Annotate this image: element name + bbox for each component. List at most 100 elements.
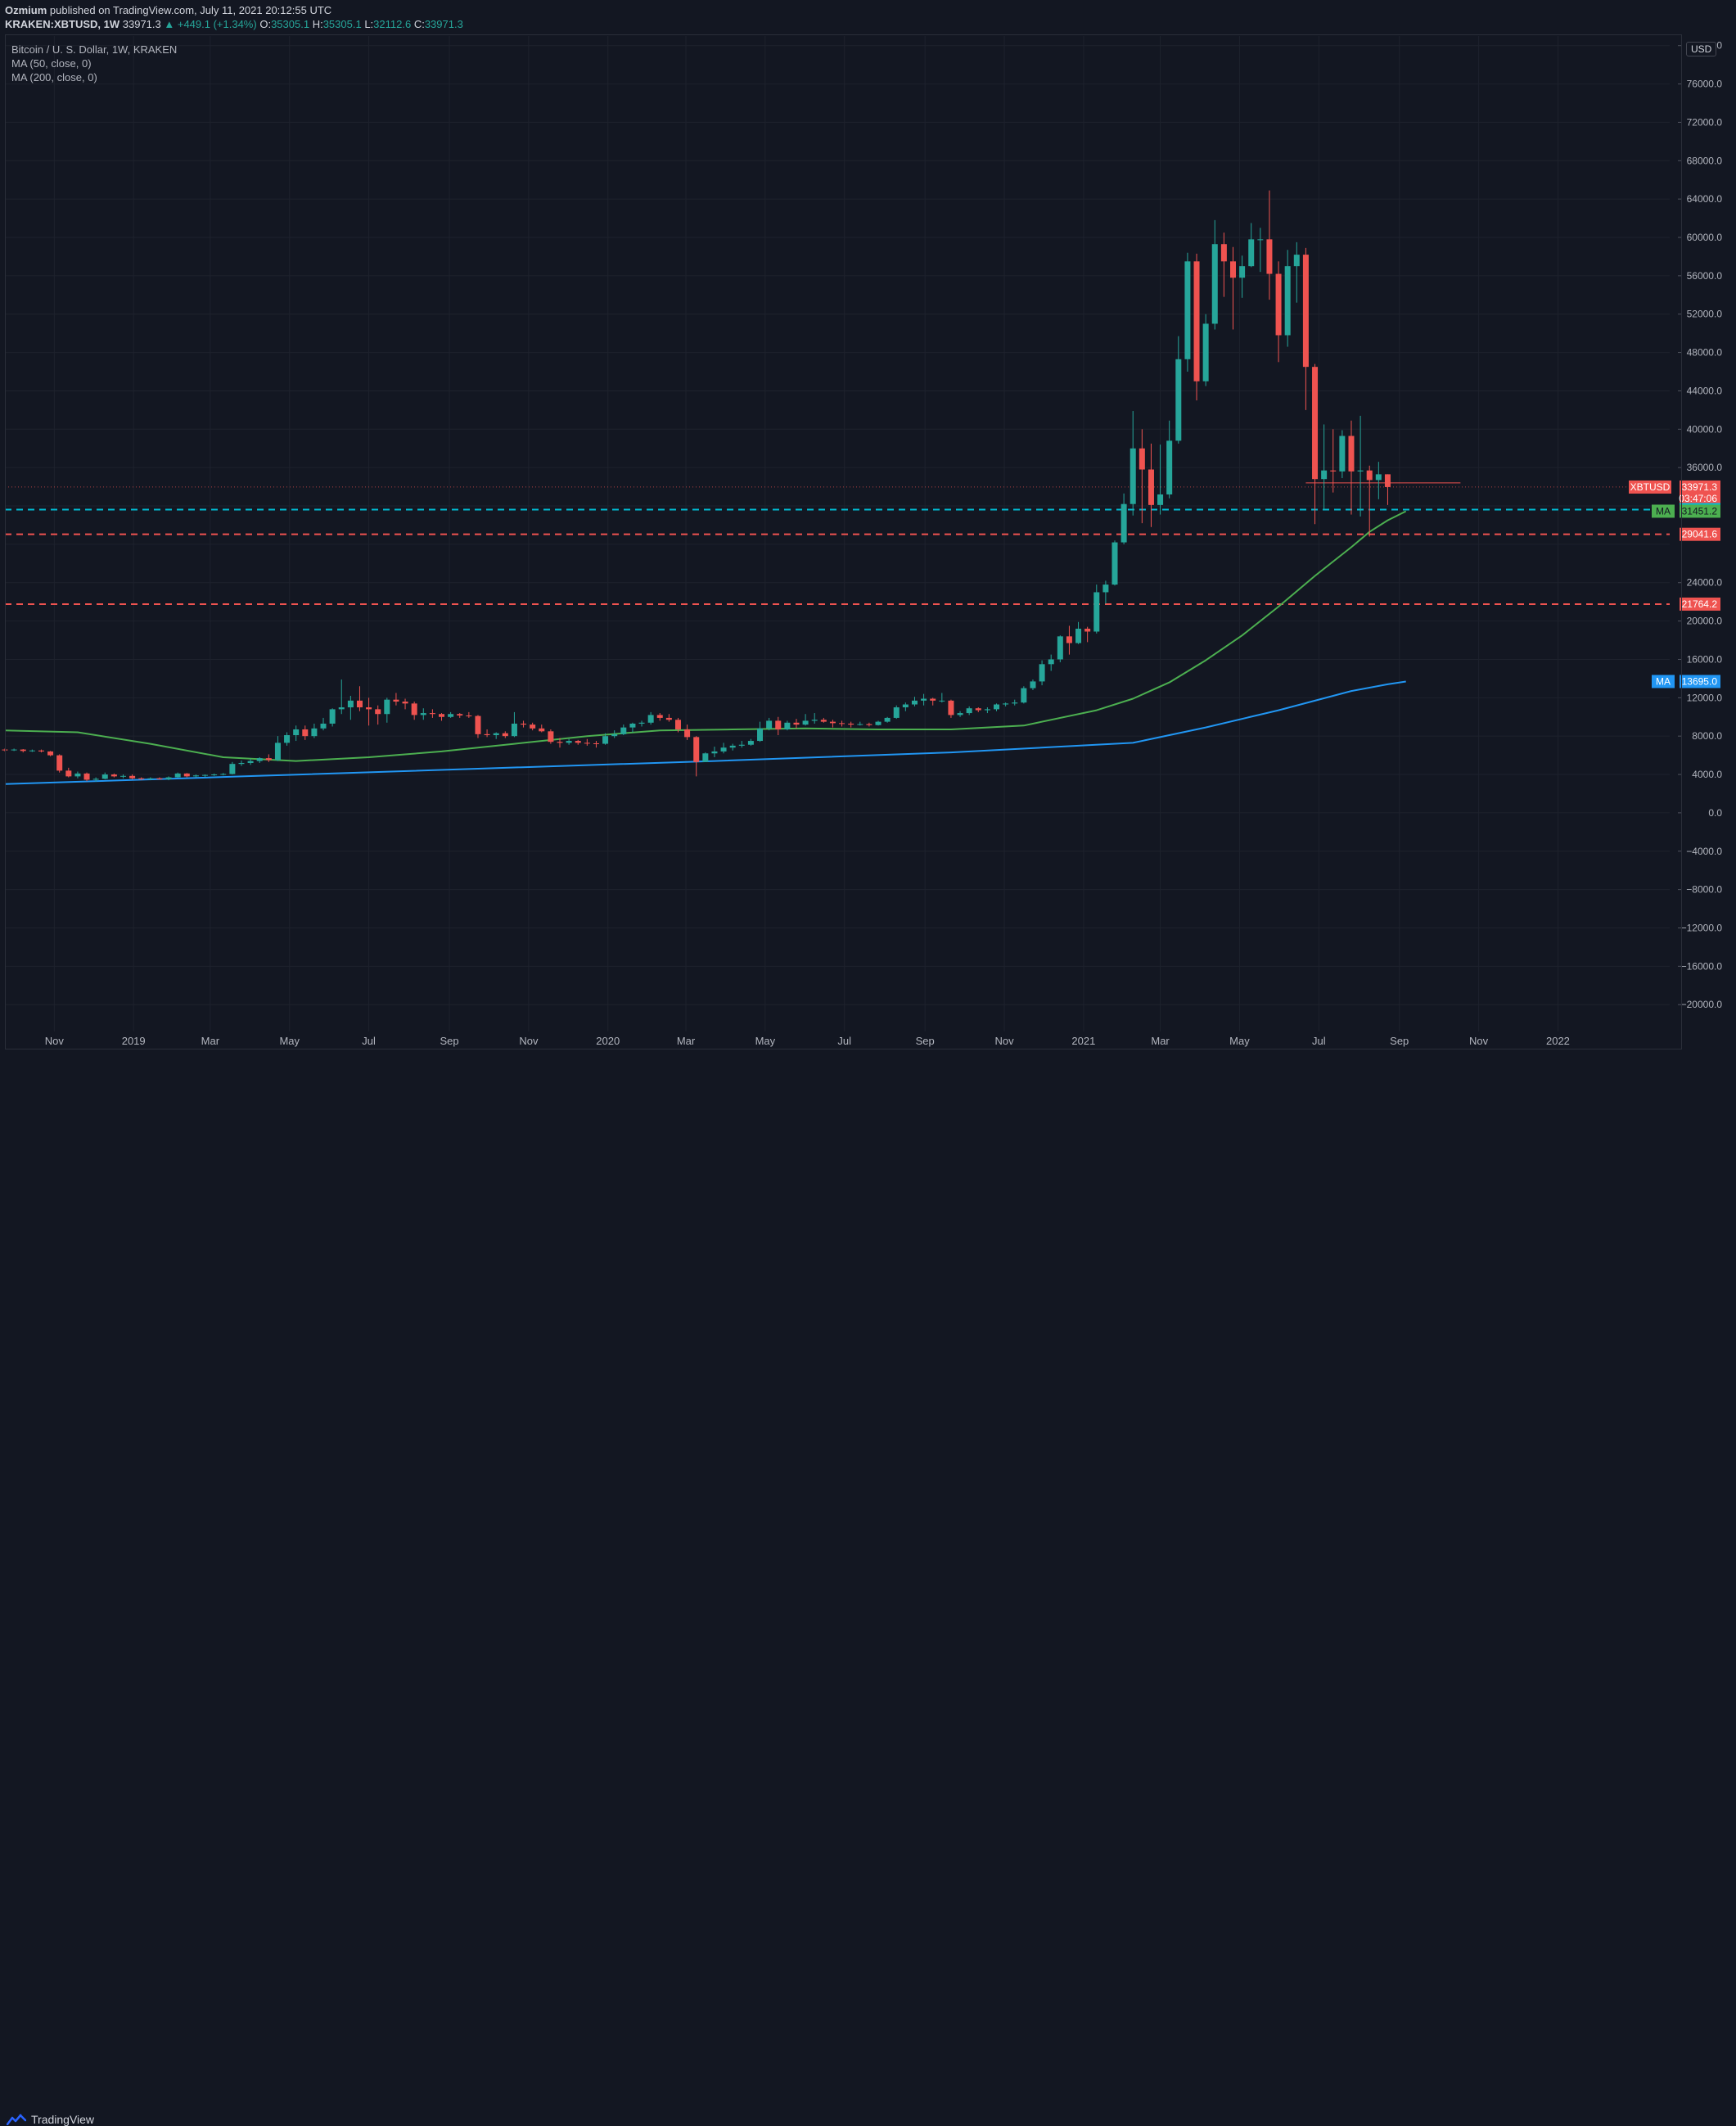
candle-body (1211, 244, 1218, 324)
candle-body (1075, 628, 1082, 643)
candle-body (884, 717, 891, 722)
y-tick-label: 76000.0 (1687, 79, 1723, 90)
candle-body (784, 722, 791, 729)
candle-body (975, 708, 981, 711)
ma50-badge-box (1680, 504, 1720, 518)
candle-body (693, 737, 700, 762)
candle-body (1312, 367, 1319, 480)
ohlc-line: KRAKEN:XBTUSD, 1W 33971.3 ▲ +449.1 (+1.3… (5, 18, 463, 30)
candle-body (802, 720, 809, 725)
ma200-badge-tag (1652, 675, 1675, 688)
candle-body (1121, 503, 1127, 543)
candle-body (757, 728, 764, 742)
candle-body (1048, 659, 1054, 665)
x-tick-label: Sep (1390, 1035, 1409, 1047)
level-21764-badge-value: 21764.2 (1682, 598, 1718, 610)
candle-body (83, 773, 90, 780)
candle-body (101, 774, 108, 779)
close-value: 33971.3 (424, 18, 463, 30)
candle-body (247, 761, 254, 763)
ma200-line (4, 680, 1406, 785)
chart-frame (5, 34, 1682, 1049)
candle-body (238, 762, 245, 765)
candle-body (1130, 448, 1136, 504)
candle-body (466, 715, 472, 716)
level-29041-badge-box (1680, 527, 1720, 541)
candle-body (829, 721, 836, 724)
candle-body (1111, 542, 1118, 585)
ma50-series (4, 510, 1407, 762)
candle-body (448, 714, 454, 717)
candle-body (548, 731, 554, 743)
currency-button[interactable]: USD (1686, 42, 1717, 56)
x-tick-label: Mar (201, 1035, 220, 1047)
candle-body (338, 707, 345, 710)
candle-body (656, 715, 663, 718)
candle-body (575, 741, 581, 743)
candle-body (356, 700, 363, 708)
candle-body (1257, 239, 1264, 241)
candle-body (402, 702, 408, 704)
candle-body (1375, 474, 1382, 481)
candle-body (211, 774, 218, 776)
candle-body (475, 715, 481, 734)
candle-body (74, 773, 81, 777)
legend-ma200[interactable]: MA (200, close, 0) (11, 71, 97, 84)
grid-lines (5, 36, 1670, 1031)
candle-body (229, 764, 236, 774)
candle-body (530, 724, 536, 729)
x-tick-label: Sep (440, 1035, 458, 1047)
candle-body (766, 720, 773, 729)
y-tick-label: 60000.0 (1687, 232, 1723, 243)
y-tick-label: 52000.0 (1687, 309, 1723, 320)
level-29041-badge-value: 29041.6 (1682, 529, 1718, 540)
legend-title[interactable]: Bitcoin / U. S. Dollar, 1W, KRAKEN (11, 43, 178, 56)
candle-body (994, 704, 1000, 710)
candle-body (684, 729, 691, 738)
last-price: 33971.3 (122, 18, 161, 30)
candle-body (665, 717, 672, 720)
candle-body (1166, 440, 1173, 494)
candle-body (56, 755, 63, 771)
candle-body (174, 773, 181, 778)
candles (2, 190, 1391, 782)
candle-body (183, 773, 190, 777)
y-tick-label: 56000.0 (1687, 270, 1723, 282)
x-tick-label: 2021 (1071, 1035, 1095, 1047)
ma50-badge-value: 31451.2 (1682, 505, 1718, 517)
candle-body (839, 723, 845, 724)
x-tick-label: Nov (519, 1035, 539, 1047)
candle-body (457, 714, 463, 715)
candle-body (502, 733, 508, 737)
candle-body (557, 742, 563, 743)
candle-body (1321, 470, 1328, 480)
candle-body (729, 745, 736, 748)
candle-body (429, 713, 435, 715)
x-tick-label: May (279, 1035, 300, 1047)
price-tag (1629, 480, 1671, 494)
candle-body (793, 722, 800, 725)
x-tick-label: May (755, 1035, 776, 1047)
candle-body (1175, 359, 1182, 441)
y-tick-label: 72000.0 (1687, 116, 1723, 128)
candle-body (1057, 636, 1063, 660)
symbol-label[interactable]: KRAKEN:XBTUSD, 1W (5, 18, 120, 30)
candle-body (110, 774, 117, 777)
author-name[interactable]: Ozmium (5, 4, 47, 16)
candle-body (1003, 703, 1009, 705)
legend-ma50[interactable]: MA (50, close, 0) (11, 57, 92, 70)
candle-body (602, 736, 609, 744)
candle-body (1302, 255, 1309, 368)
candle-body (439, 714, 445, 717)
candle-body (638, 722, 645, 724)
candle-body (1139, 448, 1145, 470)
candle-body (393, 699, 399, 702)
candle-body (1239, 266, 1246, 278)
tradingview-logo[interactable]: TradingView (7, 2113, 94, 2126)
y-tick-label: 40000.0 (1687, 423, 1723, 435)
candle-body (129, 775, 136, 779)
candle-body (875, 721, 882, 725)
candle-body (384, 699, 390, 715)
candle-body (711, 751, 718, 754)
price-badge-box (1680, 480, 1720, 505)
